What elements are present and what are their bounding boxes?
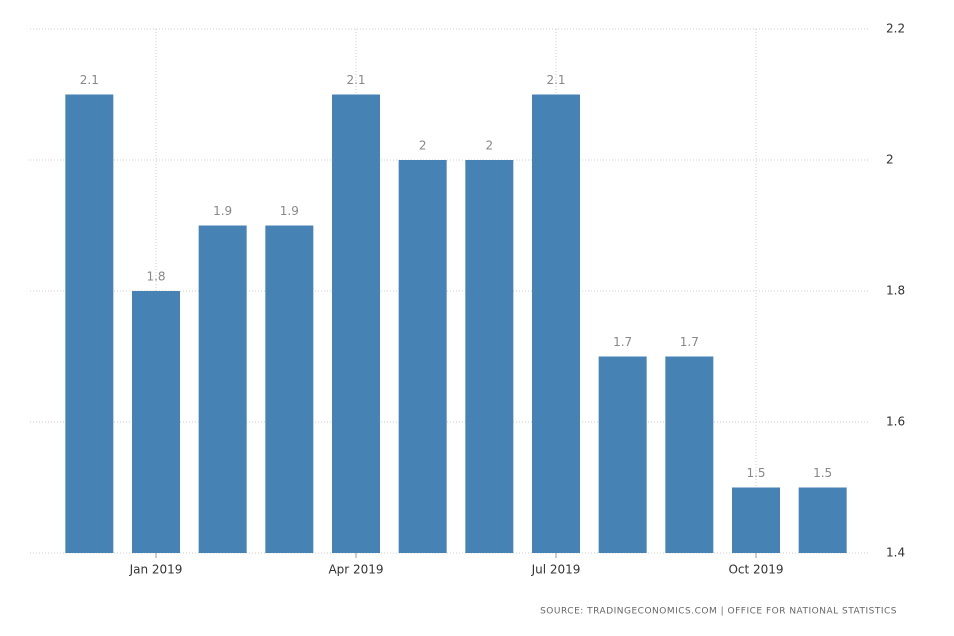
bar — [65, 94, 114, 553]
value-label: 1.8 — [146, 270, 165, 284]
bar — [132, 291, 180, 553]
bar — [732, 487, 780, 553]
x-tick-label: Apr 2019 — [328, 563, 383, 577]
bar — [265, 225, 314, 553]
x-tick-label: Jul 2019 — [531, 563, 581, 577]
value-label: 1.5 — [813, 466, 832, 480]
source: SOURCE: TRADINGECONOMICS.COM | OFFICE FO… — [540, 607, 897, 617]
value-label: 1.7 — [613, 335, 632, 349]
y-tick-label: 2.2 — [886, 22, 905, 36]
y-tick-label: 1.4 — [886, 546, 905, 560]
x-tick-label: Jan 2019 — [129, 563, 183, 577]
y-tick-label: 1.8 — [886, 284, 905, 298]
value-label: 2.1 — [80, 73, 99, 87]
value-label: 1.7 — [680, 335, 699, 349]
y-tick-label: 1.6 — [886, 415, 905, 429]
x-tick-label: Oct 2019 — [728, 563, 783, 577]
bar — [598, 356, 647, 553]
value-label: 1.9 — [213, 204, 232, 218]
value-label: 1.5 — [746, 466, 765, 480]
value-label: 2.1 — [546, 73, 565, 87]
value-label: 2 — [486, 139, 494, 153]
bar — [398, 160, 447, 553]
bar — [798, 487, 847, 553]
bar — [332, 94, 380, 553]
bar — [198, 225, 247, 553]
bar — [665, 356, 714, 553]
value-label: 1.9 — [280, 204, 299, 218]
bar — [532, 94, 580, 553]
value-label: 2 — [419, 139, 427, 153]
value-label: 2.1 — [346, 73, 365, 87]
y-tick-label: 2 — [886, 153, 894, 167]
bar — [465, 160, 514, 553]
